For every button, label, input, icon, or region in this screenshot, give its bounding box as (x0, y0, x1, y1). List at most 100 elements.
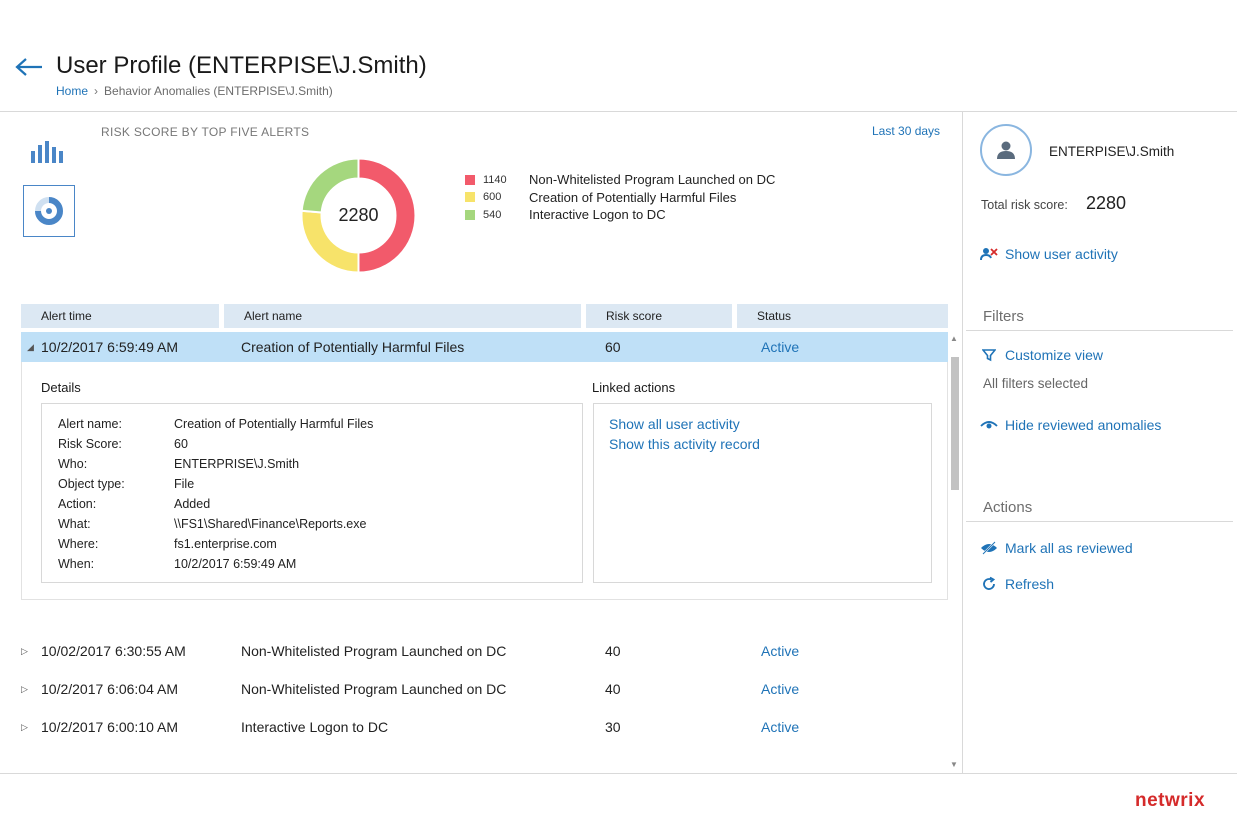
chevron-right-icon: › (94, 84, 99, 98)
show-user-activity-label: Show user activity (1005, 246, 1118, 262)
column-header-risk-score[interactable]: Risk score (586, 304, 732, 328)
legend-swatch (465, 192, 475, 203)
refresh-link[interactable]: Refresh (980, 576, 1054, 592)
table-row[interactable]: ▷ 10/2/2017 6:06:04 AM Non-Whitelisted P… (21, 674, 948, 704)
actions-heading: Actions (983, 499, 1033, 516)
details-heading: Details (41, 380, 81, 395)
divider (966, 521, 1233, 522)
hide-reviewed-label: Hide reviewed anomalies (1005, 417, 1162, 433)
alert-name-cell: Non-Whitelisted Program Launched on DC (241, 643, 507, 659)
alert-name-cell: Interactive Logon to DC (241, 719, 389, 735)
eye-icon (980, 417, 998, 433)
linked-actions-heading: Linked actions (592, 380, 676, 395)
divider (966, 330, 1233, 331)
divider (962, 111, 1237, 112)
divider (0, 111, 962, 112)
status-cell[interactable]: Active (761, 339, 800, 355)
time-range-link[interactable]: Last 30 days (872, 124, 941, 138)
scroll-down-icon[interactable]: ▼ (950, 760, 958, 769)
filter-icon (980, 347, 998, 363)
detail-value: 60 (174, 437, 188, 451)
table-header: Alert time Alert name Risk score Status (21, 304, 948, 328)
legend-label: Non-Whitelisted Program Launched on DC (529, 172, 776, 188)
donut-slice-2[interactable] (300, 157, 360, 214)
detail-field: Who: ENTERPRISE\J.Smith (58, 454, 299, 474)
legend-value: 1140 (483, 173, 507, 186)
scroll-up-icon[interactable]: ▲ (950, 334, 958, 343)
risk-donut-chart (300, 157, 417, 274)
table-row-selected[interactable]: ◢ 10/2/2017 6:59:49 AM Creation of Poten… (21, 332, 948, 362)
scrollbar-thumb[interactable] (951, 357, 959, 490)
status-cell[interactable]: Active (761, 719, 800, 735)
legend-item: 600 Creation of Potentially Harmful File… (465, 189, 775, 207)
detail-field: Object type: File (58, 474, 194, 494)
refresh-label: Refresh (1005, 576, 1055, 592)
bar-chart-icon (31, 141, 63, 163)
detail-value: fs1.enterprise.com (174, 537, 277, 551)
legend-item: 1140 Non-Whitelisted Program Launched on… (465, 171, 775, 189)
customize-view-label: Customize view (1005, 347, 1104, 363)
expand-triangle-icon[interactable]: ▷ (21, 684, 28, 694)
eye-slash-icon (980, 540, 998, 556)
chart-title: RISK SCORE BY TOP FIVE ALERTS (101, 125, 310, 139)
details-box (41, 403, 583, 583)
show-activity-record-link[interactable]: Show this activity record (609, 436, 760, 452)
status-cell[interactable]: Active (761, 643, 800, 659)
alert-name-cell: Creation of Potentially Harmful Files (241, 339, 465, 355)
linked-actions-box (593, 403, 932, 583)
breadcrumb: Home › Behavior Anomalies (ENTERPISE\J.Smi… (56, 84, 333, 98)
alert-time-cell: 10/02/2017 6:30:55 AM (41, 643, 186, 659)
avatar (980, 124, 1032, 176)
column-header-alert-time[interactable]: Alert time (21, 304, 219, 328)
total-risk-label: Total risk score: (981, 198, 1068, 212)
detail-field: Where: fs1.enterprise.com (58, 534, 277, 554)
collapse-triangle-icon[interactable]: ◢ (27, 342, 34, 352)
detail-value: File (174, 477, 195, 491)
breadcrumb-home-link[interactable]: Home (56, 84, 89, 98)
legend-value: 600 (483, 191, 502, 204)
risk-score-cell: 30 (605, 719, 621, 735)
bar-chart-view-button[interactable] (23, 125, 75, 177)
user-activity-icon (980, 246, 998, 262)
detail-value: Added (174, 497, 211, 511)
legend-item: 540 Interactive Logon to DC (465, 206, 775, 224)
legend-label: Interactive Logon to DC (529, 207, 666, 223)
back-arrow-icon[interactable] (14, 56, 44, 78)
chart-legend: 1140 Non-Whitelisted Program Launched on… (465, 171, 775, 224)
alert-time-cell: 10/2/2017 6:00:10 AM (41, 719, 178, 735)
detail-key: When: (58, 557, 95, 571)
mark-all-reviewed-label: Mark all as reviewed (1005, 540, 1133, 556)
detail-key: What: (58, 517, 91, 531)
detail-field: When: 10/2/2017 6:59:49 AM (58, 554, 296, 574)
table-row[interactable]: ▷ 10/02/2017 6:30:55 AM Non-Whitelisted … (21, 636, 948, 666)
column-header-status[interactable]: Status (737, 304, 948, 328)
alert-name-cell: Non-Whitelisted Program Launched on DC (241, 681, 507, 697)
detail-key: Action: (58, 497, 97, 511)
status-cell[interactable]: Active (761, 681, 800, 697)
customize-view-link[interactable]: Customize view (980, 347, 1103, 363)
detail-field: Action: Added (58, 494, 210, 514)
hide-reviewed-link[interactable]: Hide reviewed anomalies (980, 417, 1161, 433)
detail-field: Risk Score: 60 (58, 434, 188, 454)
alert-time-cell: 10/2/2017 6:06:04 AM (41, 681, 178, 697)
expand-triangle-icon[interactable]: ▷ (21, 646, 28, 656)
netwrix-logo: netwrix (1135, 790, 1206, 811)
expand-triangle-icon[interactable]: ▷ (21, 722, 28, 732)
donut-chart-view-button[interactable] (23, 185, 75, 237)
mark-all-reviewed-link[interactable]: Mark all as reviewed (980, 540, 1133, 556)
show-all-user-activity-link[interactable]: Show all user activity (609, 416, 740, 432)
alert-time-cell: 10/2/2017 6:59:49 AM (41, 339, 178, 355)
details-panel (21, 362, 948, 600)
page-title: User Profile (ENTERPISE\J.Smith) (56, 52, 427, 79)
detail-key: Object type: (58, 477, 125, 491)
detail-key: Who: (58, 457, 88, 471)
risk-score-cell: 60 (605, 339, 621, 355)
refresh-icon (980, 576, 998, 592)
detail-field: What: \\FS1\Shared\Finance\Reports.exe (58, 514, 366, 534)
show-user-activity-link[interactable]: Show user activity (980, 246, 1118, 262)
column-header-alert-name[interactable]: Alert name (224, 304, 581, 328)
donut-chart-icon (35, 197, 63, 225)
detail-value: 10/2/2017 6:59:49 AM (174, 557, 297, 571)
donut-slice-0[interactable] (357, 157, 417, 274)
table-row[interactable]: ▷ 10/2/2017 6:00:10 AM Interactive Logon… (21, 712, 948, 742)
